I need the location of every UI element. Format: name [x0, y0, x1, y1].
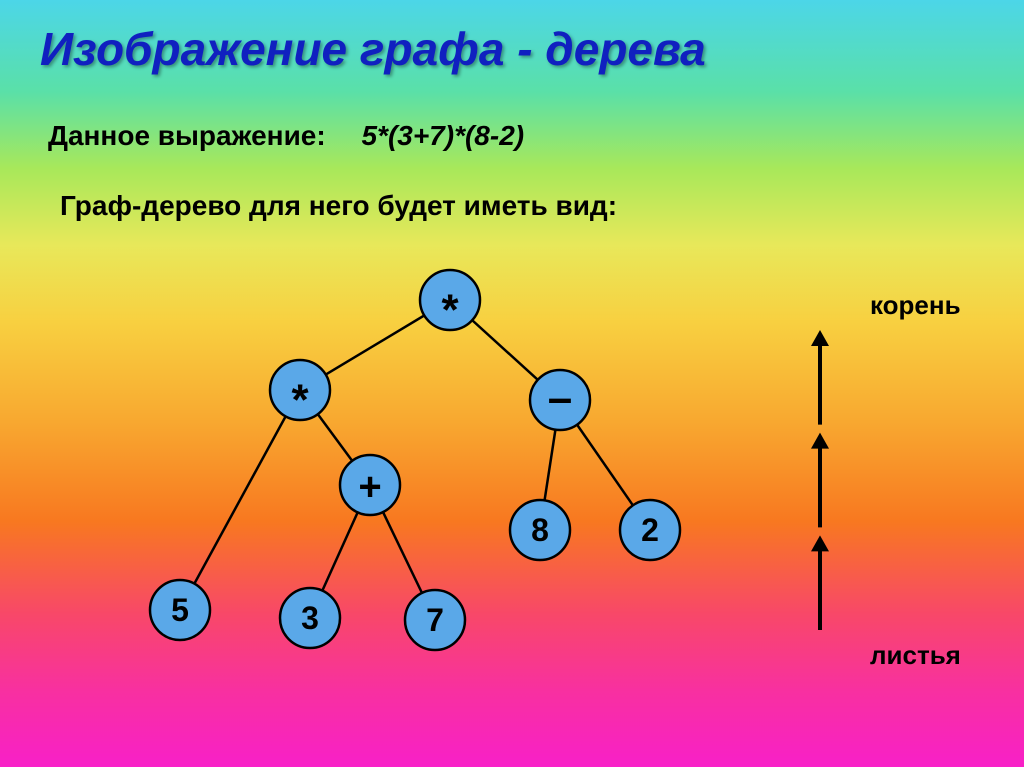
arrow-up-icon [811, 433, 829, 449]
tree-node: 3 [280, 588, 340, 648]
tree-node-label: * [441, 286, 459, 335]
tree-node-label: 2 [641, 512, 659, 548]
label-root: корень [870, 290, 961, 321]
tree-node-label: – [548, 374, 572, 423]
tree-node-label: + [358, 465, 381, 509]
direction-arrows [800, 330, 840, 630]
tree-edges [180, 300, 650, 620]
slide-title: Изображение графа - дерева [40, 22, 706, 76]
tree-node-label: 7 [426, 602, 444, 638]
arrow-up-icon [811, 330, 829, 346]
tree-node-label: 8 [531, 512, 549, 548]
tree-node: 5 [150, 580, 210, 640]
tree-node-label: 3 [301, 600, 319, 636]
tree-node-label: * [291, 376, 309, 425]
tree-node: 2 [620, 500, 680, 560]
expression-label: Данное выражение: [48, 120, 326, 151]
expression-line: Данное выражение: 5*(3+7)*(8-2) [48, 120, 524, 152]
tree-node-label: 5 [171, 592, 189, 628]
expression-tree: * * – +8 2 5 3 7 [100, 260, 720, 680]
tree-node: * [420, 270, 480, 335]
tree-edge [180, 390, 300, 610]
expression-value: 5*(3+7)*(8-2) [361, 120, 524, 151]
tree-node: 7 [405, 590, 465, 650]
description-line: Граф-дерево для него будет иметь вид: [60, 190, 617, 222]
label-leaves: листья [870, 640, 961, 671]
tree-node: + [340, 455, 400, 515]
tree-node: 8 [510, 500, 570, 560]
tree-node: * [270, 360, 330, 425]
tree-node: – [530, 370, 590, 430]
arrow-up-icon [811, 535, 829, 551]
